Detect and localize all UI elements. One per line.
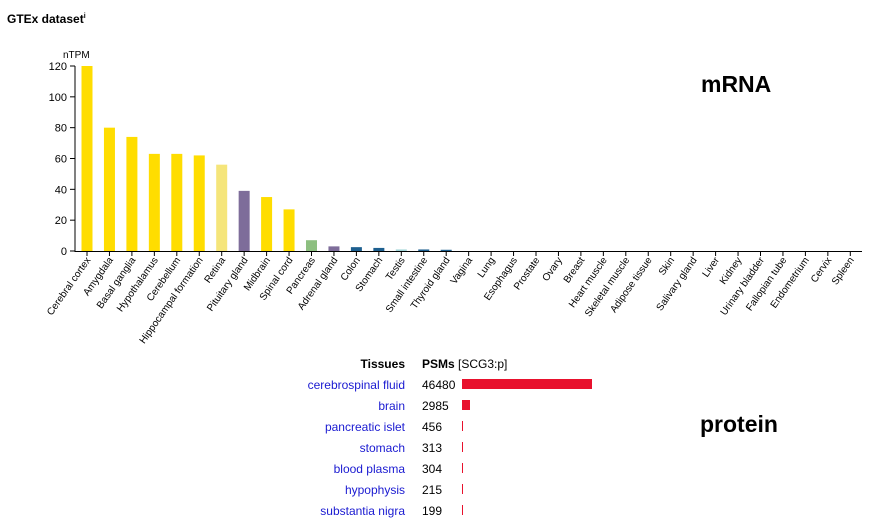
x-tick-label: Liver	[701, 255, 723, 280]
psm-header-gene: [SCG3:p]	[454, 357, 508, 371]
protein-psm-bar	[462, 463, 463, 473]
bar-testis[interactable]	[395, 249, 407, 251]
bar-basal-ganglia[interactable]	[126, 136, 138, 251]
protein-psm-value: 215	[422, 483, 443, 497]
protein-row: substantia nigra 199	[0, 501, 888, 522]
y-tick-label: 100	[49, 92, 67, 104]
x-tick-label: Spleen	[830, 255, 857, 287]
protein-tissues-header: Tissues	[360, 357, 405, 371]
protein-tissue-link[interactable]: stomach	[359, 441, 405, 455]
x-tick-label: Skin	[657, 255, 677, 277]
protein-psm-value: 46480	[422, 378, 456, 392]
protein-label: protein	[700, 411, 778, 437]
protein-row: cerebrospinal fluid 46480	[0, 375, 888, 396]
protein-psm-bar	[462, 400, 471, 410]
protein-tissue-link[interactable]: blood plasma	[333, 462, 405, 476]
protein-tissue-link[interactable]: brain	[378, 399, 405, 413]
protein-psm-bar	[462, 505, 463, 515]
protein-tissue-link[interactable]: substantia nigra	[320, 504, 405, 518]
y-axis-label: nTPM	[63, 50, 90, 61]
protein-row: stomach 313	[0, 438, 888, 459]
bar-hypothalamus[interactable]	[148, 153, 160, 251]
protein-psm-bar	[462, 421, 464, 431]
y-tick-label: 120	[49, 61, 67, 73]
protein-row: pancreatic islet 456	[0, 417, 888, 438]
y-tick-label: 80	[55, 123, 67, 135]
bar-pancreas[interactable]	[306, 240, 317, 251]
protein-psm-value: 304	[422, 462, 443, 476]
bar-pituitary-gland[interactable]	[238, 190, 250, 251]
protein-psm-value: 456	[422, 420, 443, 434]
bar-cerebellum[interactable]	[171, 153, 183, 251]
x-tick-label: Lung	[476, 255, 498, 280]
protein-row: brain 2985	[0, 396, 888, 417]
dataset-title: GTEx dataseti	[7, 12, 86, 26]
protein-row: hypophysis 215	[0, 480, 888, 501]
protein-psm-bar	[462, 484, 463, 494]
bar-small-intestine[interactable]	[418, 249, 430, 251]
dataset-title-text: GTEx dataset	[7, 12, 84, 26]
bar-hippocampal-formation[interactable]	[193, 155, 205, 251]
protein-psm-value: 2985	[422, 399, 449, 413]
bar-stomach[interactable]	[373, 247, 385, 251]
psm-header-label: PSMs	[422, 357, 455, 371]
bar-midbrain[interactable]	[261, 197, 273, 251]
bar-cerebral-cortex[interactable]	[81, 66, 93, 251]
bar-spinal-cord[interactable]	[283, 209, 295, 251]
bar-retina[interactable]	[216, 164, 228, 251]
bar-thyroid-gland[interactable]	[440, 249, 452, 251]
protein-psm-value: 313	[422, 441, 443, 455]
protein-psm-header: PSMs [SCG3:p]	[422, 357, 507, 371]
protein-psm-bar	[462, 379, 592, 389]
y-tick-label: 20	[55, 215, 67, 227]
protein-psm-value: 199	[422, 504, 443, 518]
protein-tissue-link[interactable]: pancreatic islet	[324, 420, 405, 434]
protein-row: blood plasma 304	[0, 459, 888, 480]
protein-tissue-link[interactable]: cerebrospinal fluid	[307, 378, 405, 392]
mrna-label: mRNA	[701, 71, 772, 97]
y-tick-label: 60	[55, 154, 67, 166]
bar-colon[interactable]	[350, 247, 362, 251]
bar-adrenal-gland[interactable]	[328, 246, 340, 251]
protein-psm-bar	[462, 442, 463, 452]
y-tick-label: 40	[55, 184, 67, 196]
x-tick-label: Vagina	[449, 255, 476, 287]
protein-tissue-link[interactable]: hypophysis	[344, 483, 405, 497]
y-tick-label: 0	[61, 246, 67, 258]
info-icon[interactable]: i	[83, 13, 86, 20]
bar-amygdala[interactable]	[103, 127, 115, 251]
